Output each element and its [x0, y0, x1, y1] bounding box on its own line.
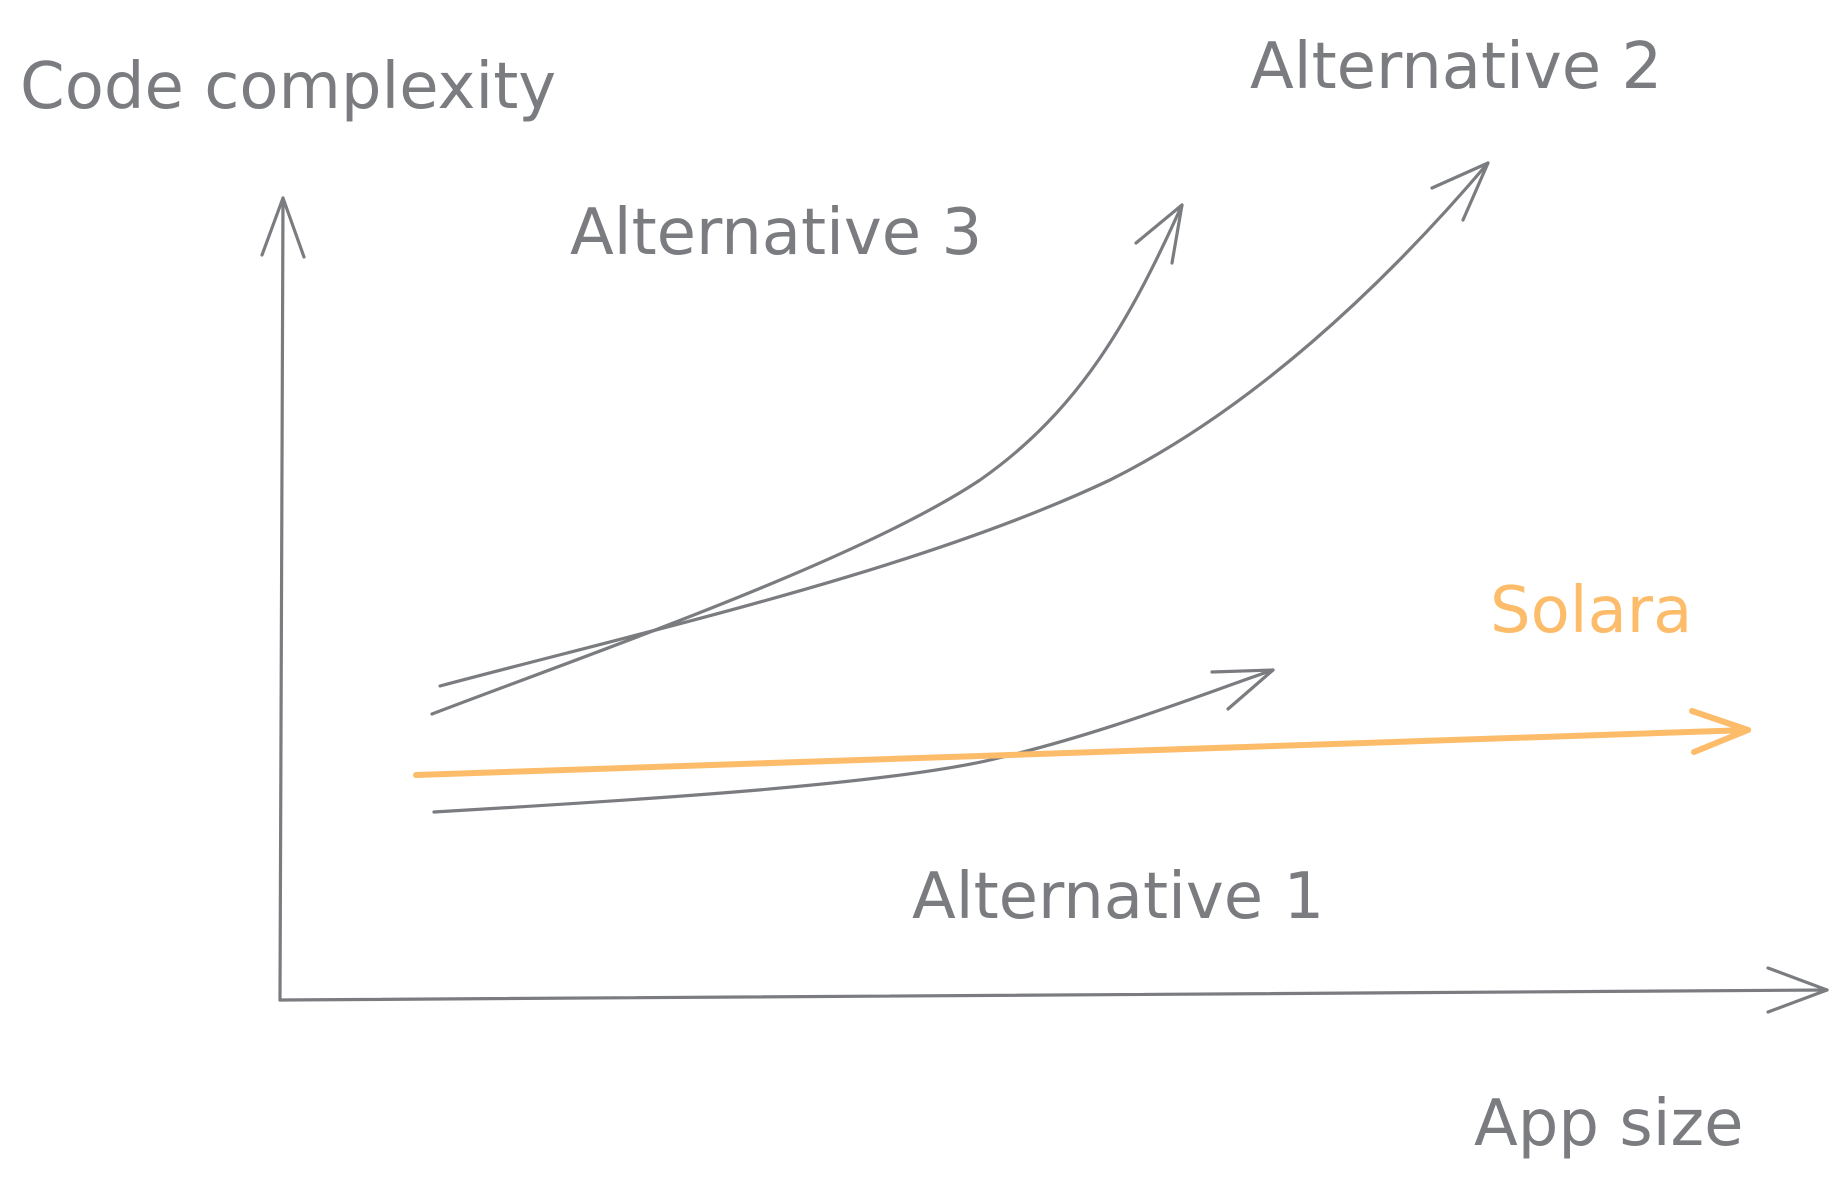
curve-alternative-3: [430, 203, 1184, 716]
curve-alternative-2-arrowhead: [1430, 161, 1490, 222]
y-axis-label: Code complexity: [20, 50, 556, 124]
label-solara: Solara: [1490, 574, 1692, 648]
curve-alternative-1: [432, 668, 1275, 814]
label-alternative-2: Alternative 2: [1250, 30, 1662, 104]
x-axis-arrowhead: [1766, 966, 1829, 1014]
curve-alternative-1-arrowhead: [1210, 668, 1275, 711]
curve-alternative-1-line: [432, 668, 1275, 814]
curve-alternative-2: [438, 161, 1490, 688]
x-axis-label: App size: [1474, 1087, 1743, 1161]
label-alternative-1: Alternative 1: [912, 860, 1324, 934]
curve-solara: [413, 708, 1751, 778]
y-axis-arrowhead: [260, 196, 306, 259]
curve-solara-line: [413, 727, 1751, 778]
curve-alternative-3-line: [430, 203, 1184, 716]
x-axis-line: [278, 988, 1829, 1002]
label-alternative-3: Alternative 3: [570, 196, 982, 270]
y-axis-line: [278, 196, 285, 1002]
x-axis: [278, 966, 1829, 1014]
curve-alternative-2-line: [438, 161, 1490, 688]
curve-alternative-3-arrowhead: [1134, 203, 1184, 265]
curve-solara-arrowhead: [1689, 708, 1751, 755]
y-axis: [260, 196, 306, 1002]
